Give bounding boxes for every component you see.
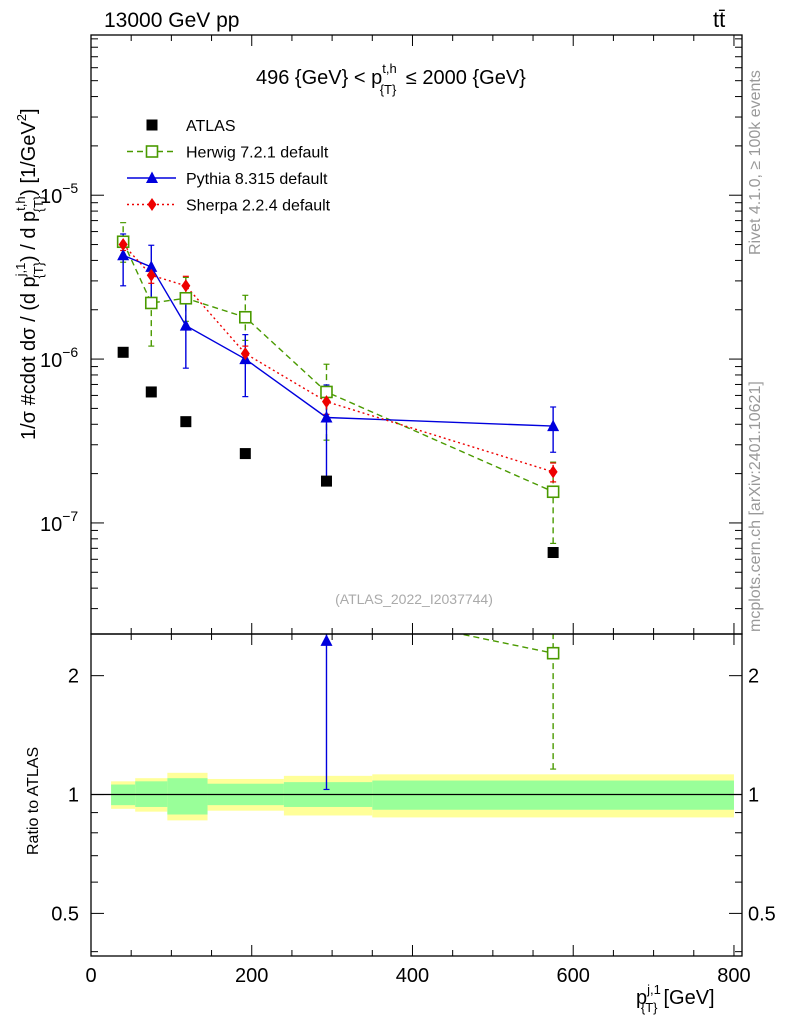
ratio-herwig-line xyxy=(457,634,554,654)
atlas-point xyxy=(320,475,332,487)
x-tick-label: 200 xyxy=(235,965,268,987)
sherpa-2-2-4-default-point xyxy=(321,395,331,409)
uncertainty-band-inner xyxy=(167,778,208,815)
sherpa-2-2-4-default-point xyxy=(548,465,558,479)
sherpa-2-2-4-default-point xyxy=(146,268,156,282)
atlas-point xyxy=(180,416,192,428)
analysis-watermark: (ATLAS_2022_I2037744) xyxy=(335,591,493,607)
atlas-point xyxy=(547,547,559,559)
source-label: mcplots.cern.ch [arXiv:2401.10621] xyxy=(747,381,764,632)
ratio-y-tick-label-left: 0.5 xyxy=(51,903,79,925)
y-tick-label: 10−7 xyxy=(40,508,78,536)
herwig-7-2-1-default-point xyxy=(179,291,193,305)
sherpa-2-2-4-default-point xyxy=(118,238,128,252)
herwig-7-2-1-default-point xyxy=(546,485,560,499)
x-tick-label: 400 xyxy=(396,965,429,987)
ratio-y-tick-label-right: 1 xyxy=(748,785,759,807)
axes: 0 200 400 600 800 10−7 10−6 10−5 0.5 0.5 1 1 2 2 xyxy=(40,34,776,987)
atlas-point xyxy=(145,386,157,398)
main-title: 496 {GeV} < pt,h {T} ≤ 2000 {GeV} xyxy=(256,61,526,97)
pythia-8-315-default-point xyxy=(145,260,158,272)
ratio-plot-area xyxy=(91,634,742,821)
atlas-point xyxy=(117,346,129,358)
legend-atlas-marker xyxy=(146,119,158,131)
ratio-y-tick-label-left: 1 xyxy=(68,785,79,807)
legend: ATLAS Herwig 7.2.1 default Pythia 8.315 de… xyxy=(127,118,331,215)
pythia-8-315-default-point xyxy=(179,319,192,331)
x-tick-label: 800 xyxy=(717,965,750,987)
x-tick-label: 0 xyxy=(85,965,96,987)
pythia-8-315-default-point xyxy=(117,248,130,261)
energy-label: 13000 GeV pp xyxy=(104,9,239,32)
rivet-label: Rivet 4.1.0, ≥ 100k events xyxy=(747,70,764,255)
legend-sherpa-2-2-4-default-label: Sherpa 2.2.4 default xyxy=(186,198,331,215)
sherpa-2-2-4-default-point xyxy=(181,279,191,293)
herwig-7-2-1-default-point xyxy=(239,310,252,324)
uncertainty-band-inner xyxy=(372,780,734,810)
legend-atlas-label: ATLAS xyxy=(186,118,236,135)
legend-pythia-8-315-default-label: Pythia 8.315 default xyxy=(186,171,328,188)
x-tick-label: 600 xyxy=(557,965,590,987)
ratio-y-tick-label-right: 0.5 xyxy=(748,903,776,925)
ratio-y-tick-label-right: 2 xyxy=(748,666,759,688)
y-tick-label: 10−5 xyxy=(40,180,78,208)
ratio-herwig-7-2-1-default-point xyxy=(546,646,560,660)
herwig-7-2-1-default-point xyxy=(144,296,158,310)
pythia-8-315-default-point xyxy=(320,410,333,423)
legend-pythia-8-315-default-marker xyxy=(146,171,158,183)
legend-sherpa-2-2-4-default-marker xyxy=(147,198,157,211)
x-axis-label: pj,1 {T} [GeV] xyxy=(636,982,715,1015)
sherpa-2-2-4-default-point xyxy=(240,347,250,361)
ratio-y-axis-label: Ratio to ATLAS xyxy=(25,747,42,855)
atlas-point xyxy=(239,448,251,460)
ratio-pythia-8-315-default-point xyxy=(320,634,333,646)
sherpa-2-2-4-default-line xyxy=(122,244,554,473)
main-y-axis-label: 1/σ #cdot dσ / (d pj,1 {T}) / d pt,h {T}) … xyxy=(13,108,46,440)
legend-herwig-7-2-1-default-marker xyxy=(145,145,159,158)
y-tick-label: 10−6 xyxy=(40,344,78,372)
pythia-8-315-default-point xyxy=(547,419,560,432)
legend-herwig-7-2-1-default-label: Herwig 7.2.1 default xyxy=(186,145,329,162)
pythia-8-315-default-line xyxy=(122,254,554,427)
process-label: tt̄ xyxy=(713,7,725,32)
main-plot-area xyxy=(116,222,560,559)
ratio-y-tick-label-left: 2 xyxy=(68,666,79,688)
herwig-7-2-1-default-line xyxy=(122,241,554,493)
